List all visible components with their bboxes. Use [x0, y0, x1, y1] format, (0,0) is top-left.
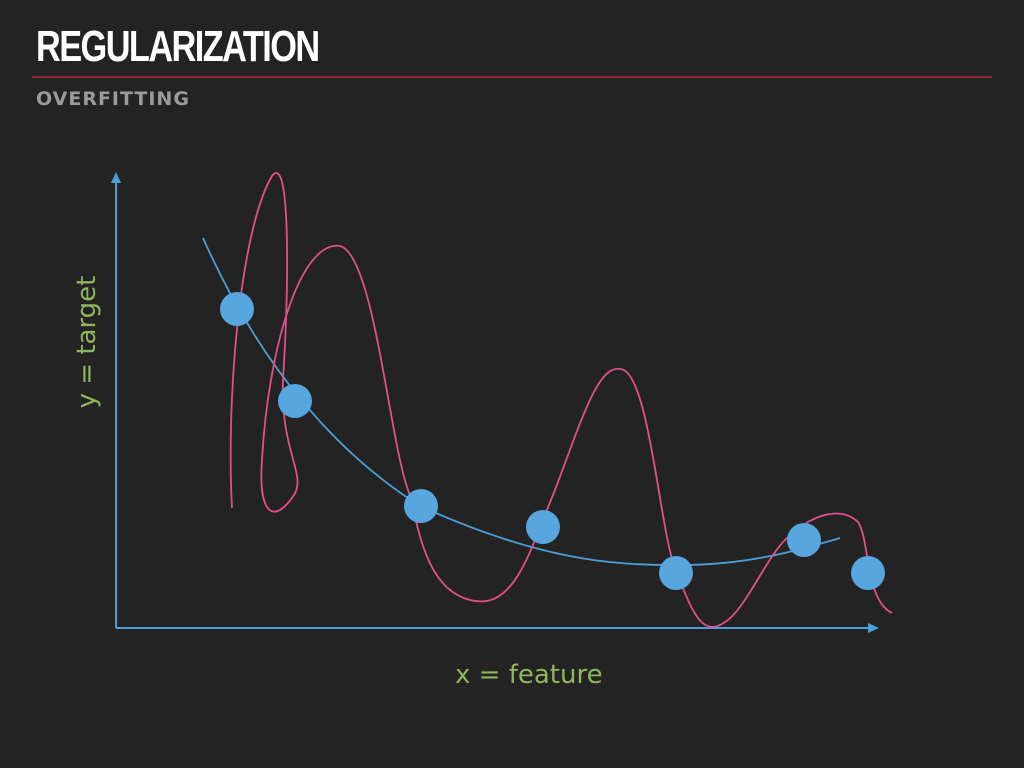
- data-point: [278, 384, 312, 418]
- slide-subtitle: OVERFITTING: [36, 88, 190, 110]
- data-point: [220, 292, 254, 326]
- smooth-fit-curve: [202, 237, 841, 566]
- slide-title: REGULARIZATION: [36, 22, 320, 71]
- y-axis-label: y = target: [72, 275, 102, 409]
- y-axis-arrowhead: [111, 172, 121, 183]
- data-point: [851, 556, 885, 590]
- data-point: [526, 510, 560, 544]
- x-axis-arrowhead: [868, 623, 879, 633]
- overfit-curve: [229, 172, 893, 628]
- data-point: [404, 489, 438, 523]
- data-point: [787, 523, 821, 557]
- x-axis-label: x = feature: [455, 660, 603, 690]
- data-point: [659, 556, 693, 590]
- title-divider: [32, 76, 992, 78]
